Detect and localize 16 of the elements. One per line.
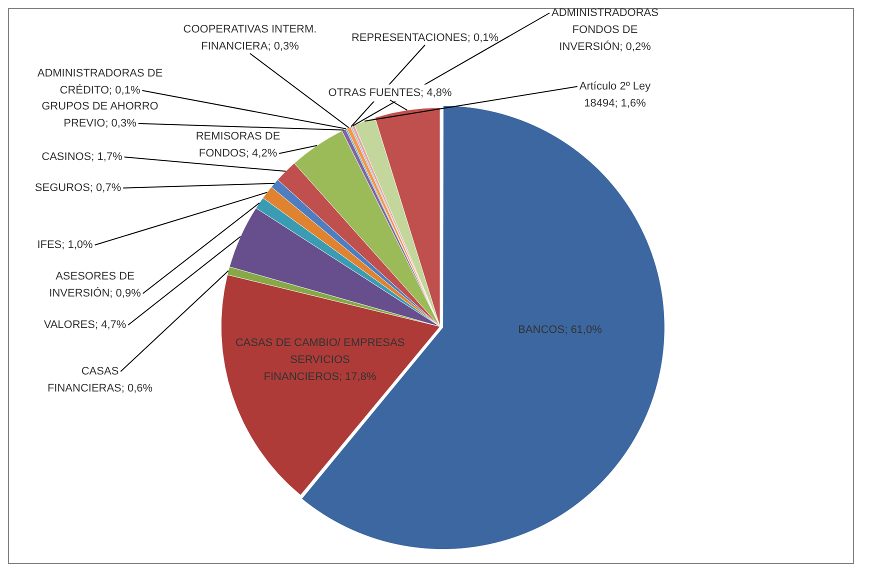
slice-label: ASESORES DE INVERSIÓN; 0,9% xyxy=(49,270,142,300)
slice-label: VALORES; 4,7% xyxy=(44,319,126,332)
slice-label: CASAS DE CAMBIO/ EMPRESAS SERVICIOS FINANCIEROS; 17,8% xyxy=(235,337,405,384)
slice-label: SEGUROS; 0,7% xyxy=(34,182,122,194)
slice-label: ADMINISTRADORAS DE CRÉDITO; 0,1% xyxy=(37,68,163,97)
slice-label: IFES; 1,0% xyxy=(37,239,94,252)
slice-label: BANCOS; 61,0% xyxy=(518,324,602,336)
slice-label: REMISORAS DE FONDOS; 4,2% xyxy=(196,130,280,160)
slice-label: OTRAS FUENTES; 4,8% xyxy=(328,87,452,100)
slice-label: Artículo 2º Ley 18494; 1,6% xyxy=(579,80,652,110)
slice-label: COOPERATIVAS INTERM. FINANCIERA; 0,3% xyxy=(183,24,317,53)
slice-label: REPRESENTACIONES; 0,1% xyxy=(351,32,499,44)
slice-label: ADMINISTRADORAS FONDOS DE INVERSIÓN; 0,2% xyxy=(552,7,658,54)
slice-label: GRUPOS DE AHORRO PREVIO; 0,3% xyxy=(42,100,159,130)
slice-label: CASINOS; 1,7% xyxy=(42,151,123,164)
slice-label: CASAS FINANCIERAS; 0,6% xyxy=(47,366,153,395)
